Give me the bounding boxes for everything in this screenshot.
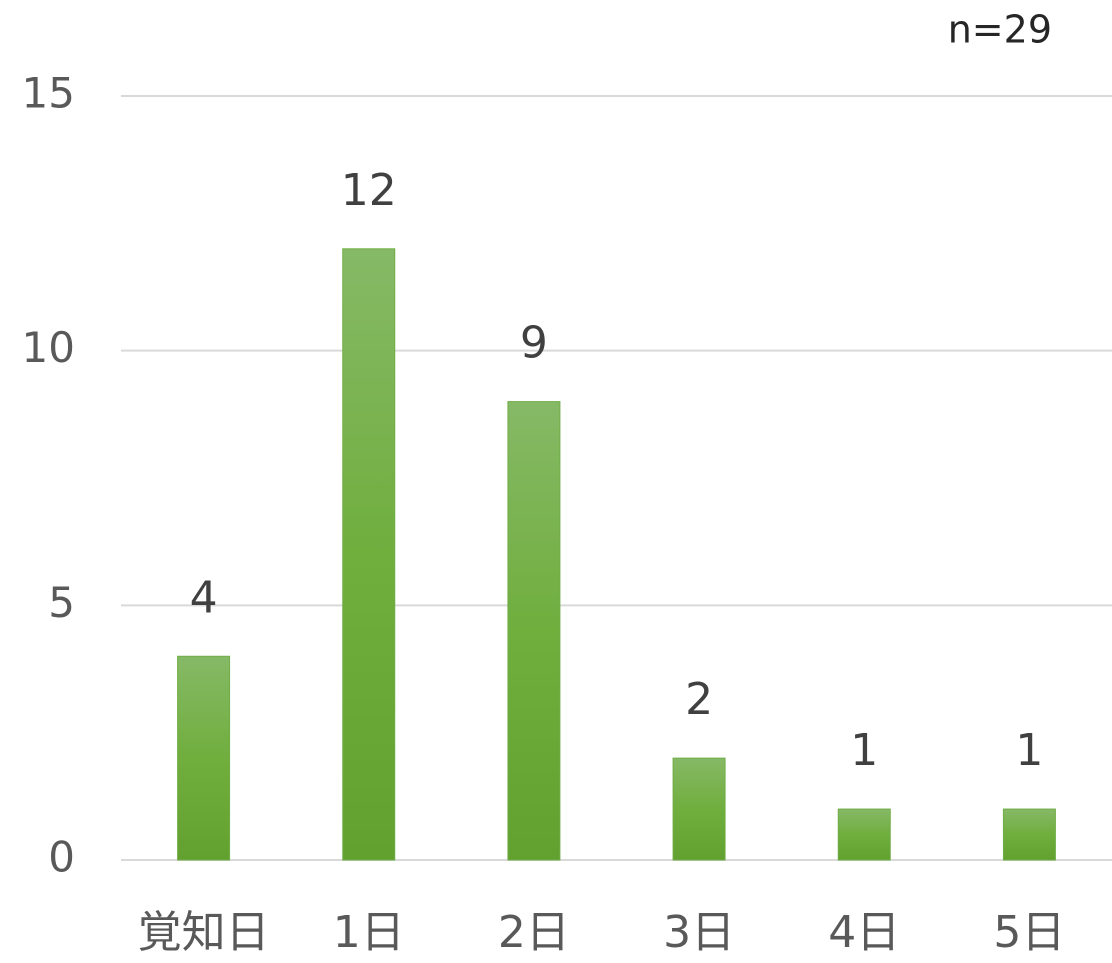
x-tick-label: 4日: [828, 907, 900, 958]
y-tick-label: 0: [48, 833, 75, 882]
y-tick-label: 15: [22, 69, 75, 118]
bar: [177, 655, 231, 861]
annotation: n=29: [948, 8, 1052, 52]
y-tick-label: 10: [22, 323, 75, 372]
bar: [672, 757, 726, 861]
value-label: 1: [1015, 725, 1043, 776]
bar: [342, 248, 396, 861]
x-tick-label: 5日: [993, 907, 1065, 958]
value-label: 12: [341, 165, 397, 216]
bar: [837, 808, 891, 861]
bar: [507, 401, 561, 861]
value-label: 2: [685, 674, 713, 725]
value-label: 1: [850, 725, 878, 776]
value-label: 9: [520, 318, 548, 369]
x-tick-label: 1日: [333, 907, 405, 958]
bar: [1002, 808, 1056, 861]
x-tick-label: 2日: [498, 907, 570, 958]
x-tick-label: 3日: [663, 907, 735, 958]
x-tick-label: 覚知日: [138, 907, 270, 958]
value-label: 4: [190, 572, 218, 623]
y-tick-label: 5: [48, 578, 75, 627]
